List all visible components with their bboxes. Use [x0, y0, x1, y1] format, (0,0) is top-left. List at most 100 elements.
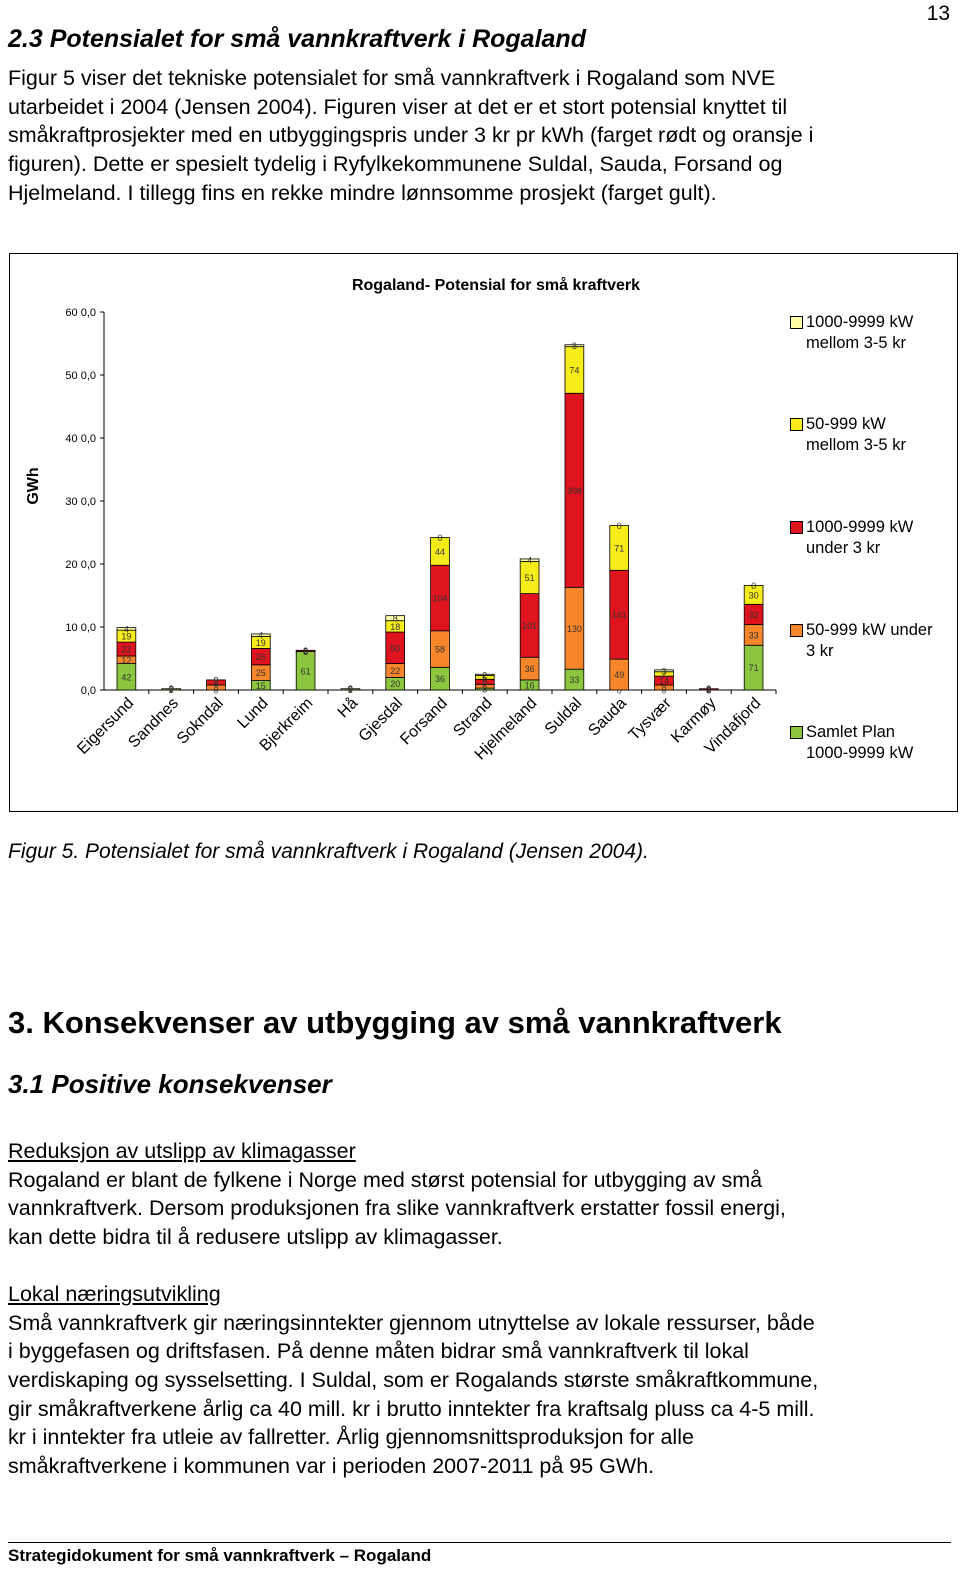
- legend-swatch: [790, 521, 803, 534]
- data-label: 0: [169, 684, 174, 694]
- text-line: Hjelmeland. I tillegg fins en rekke mind…: [8, 180, 717, 205]
- y-tick-label: 50 0,0: [65, 370, 96, 382]
- page-number: 13: [926, 2, 950, 25]
- subsections: Reduksjon av utslipp av klimagasser Rogal…: [8, 1137, 818, 1481]
- data-label: 36: [435, 674, 445, 684]
- data-label: 7: [661, 669, 666, 679]
- chart-title: Rogaland- Potensial for små kraftverk: [352, 276, 640, 294]
- chapter-heading: 3. Konsekvenser av utbygging av små vann…: [8, 1005, 782, 1040]
- data-label: 20: [390, 679, 400, 689]
- data-label: 3: [661, 666, 666, 676]
- data-label: 22: [390, 666, 400, 676]
- x-tick-label: Forsand: [397, 695, 451, 749]
- data-label: 0: [348, 684, 353, 694]
- data-label: 0: [437, 533, 442, 543]
- x-tick-label: Sauda: [585, 695, 630, 740]
- data-label: 71: [614, 543, 624, 553]
- legend-label: 50-999 kW mellom 3-5 kr: [806, 415, 906, 454]
- text-line: kan dette bidra til å redusere utslipp a…: [8, 1225, 503, 1250]
- subsection-title: Reduksjon av utslipp av klimagasser: [8, 1139, 356, 1163]
- data-label: 101: [522, 621, 537, 631]
- data-label: 2: [348, 685, 353, 695]
- data-label: 32: [749, 610, 759, 620]
- y-tick-label: 0,0: [81, 685, 96, 697]
- data-label: 44: [435, 547, 445, 557]
- y-tick-label: 20 0,0: [65, 559, 96, 571]
- data-label: 8: [393, 614, 398, 624]
- x-tick-label: Suldal: [542, 695, 585, 738]
- chart-frame: Rogaland- Potensial for små kraftverk GWh…: [9, 253, 958, 812]
- data-label: 0: [706, 684, 711, 694]
- bar-segment: [385, 615, 406, 622]
- bar-segment: [340, 688, 361, 691]
- data-label: 8: [213, 683, 218, 693]
- data-label: 104: [432, 594, 447, 604]
- data-label: 16: [525, 680, 535, 690]
- bar-segment: [430, 537, 450, 566]
- data-label: 14: [659, 676, 669, 686]
- legend-label: Samlet Plan 1000-9999 kW: [806, 723, 914, 762]
- x-tick-label: Eigersund: [74, 695, 137, 758]
- chart: Rogaland- Potensial for små kraftverk GWh…: [25, 276, 777, 763]
- data-label: 2: [303, 646, 308, 656]
- data-label: 33: [749, 630, 759, 640]
- footer: Strategidokument for små vannkraftverk –…: [8, 1546, 432, 1565]
- bar-segment: [295, 649, 316, 652]
- bar-segment: [250, 633, 271, 637]
- subsection-heading: 3.1 Positive konsekvenser: [8, 1069, 332, 1099]
- data-label: 0: [348, 684, 353, 694]
- section-heading: 2.3 Potensialet for små vannkraftverk i …: [8, 25, 586, 53]
- data-label: 0: [303, 647, 308, 657]
- y-tick-label: 30 0,0: [65, 496, 96, 508]
- data-label: 0: [213, 686, 218, 696]
- data-label: 18: [390, 622, 400, 632]
- text-line: Figur 5 viser det tekniske potensialet f…: [8, 66, 776, 90]
- data-label: 0: [751, 581, 756, 591]
- data-label: 0: [169, 684, 174, 694]
- legend-entry: 1000-9999 kW mellom 3-5 kr: [790, 312, 936, 354]
- legend-entry: 1000-9999 kW under 3 kr: [790, 517, 936, 559]
- data-label: 6: [482, 673, 487, 683]
- x-tick-label: Lund: [234, 695, 271, 732]
- bar-segment: [519, 558, 540, 562]
- data-label: 8: [482, 677, 487, 687]
- data-label: 50: [390, 643, 400, 653]
- data-label: 25: [256, 668, 266, 678]
- data-label: 3: [572, 341, 577, 351]
- data-label: 2: [482, 670, 487, 680]
- text-line: småkraftverkene i kommunen var i periode…: [8, 1454, 655, 1479]
- data-label: 0: [617, 686, 622, 696]
- data-label: 49: [614, 670, 624, 680]
- text-line: figuren). Dette er spesielt tydelig i Ry…: [8, 152, 783, 177]
- text-line: utarbeidet i 2004 (Jensen 2004). Figuren…: [8, 94, 788, 119]
- bar-segment: [609, 525, 630, 571]
- data-label: 308: [567, 486, 582, 496]
- text-line: verdiskaping og sysselsetting. I Suldal,…: [8, 1367, 819, 1392]
- data-label: 8: [661, 683, 666, 693]
- text-line: Rogaland er blant de fylkene i Norge med…: [8, 1167, 763, 1192]
- data-label: 12: [121, 655, 131, 665]
- bar-segment: [206, 679, 226, 686]
- data-label: 8: [213, 678, 218, 688]
- data-label: 58: [435, 645, 445, 655]
- data-label: 2: [169, 685, 174, 695]
- data-label: 4: [258, 631, 263, 641]
- data-label: 3: [482, 685, 487, 695]
- x-tick-label: Hå: [334, 694, 361, 721]
- data-label: 26: [256, 652, 266, 662]
- text-line: småkraftprosjekter med en utbyggingspris…: [8, 123, 814, 148]
- data-label: 74: [569, 365, 579, 375]
- legend-label: 50-999 kW under 3 kr: [806, 621, 933, 660]
- subsection-title: Lokal næringsutvikling: [8, 1281, 221, 1306]
- data-label: 4: [124, 624, 129, 634]
- data-label: 0: [348, 684, 353, 694]
- data-label: 0: [213, 675, 218, 685]
- data-label: 0: [213, 675, 218, 685]
- bar-segment: [698, 688, 719, 691]
- legend-entry: 50-999 kW mellom 3-5 kr: [790, 414, 936, 456]
- bar-segment: [161, 688, 182, 691]
- text-line: i byggefasen og driftsfasen. På denne må…: [8, 1339, 749, 1364]
- x-tick-label: Sandnes: [125, 695, 182, 752]
- data-label: 0: [706, 684, 711, 694]
